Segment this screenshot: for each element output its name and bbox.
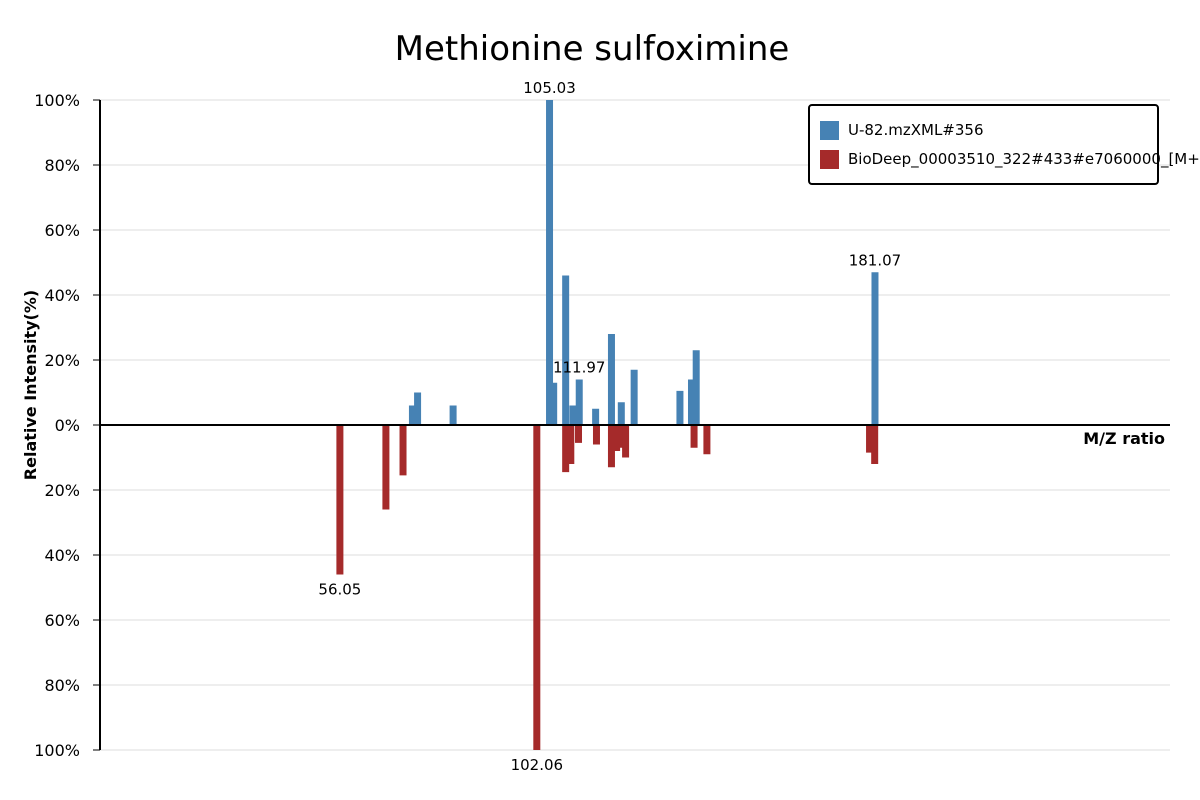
query-peak-bar [408,405,416,425]
y-tick-label: 0% [55,416,80,435]
y-tick-label: 60% [44,221,80,240]
reference-peak-bar [336,425,344,575]
y-tick-label: 20% [44,351,80,370]
peak-label: 56.05 [318,581,361,599]
reference-peak-bar [866,425,874,453]
query-peak-bar [692,350,700,425]
reference-peak-bar [703,425,711,455]
peak-label: 105.03 [523,79,576,97]
query-peak-bar [676,390,684,425]
y-tick-label: 20% [44,481,80,500]
query-peak-bar [562,275,570,425]
reference-peak-bar [533,425,541,750]
reference-peak-bar [613,425,621,451]
query-peak-bar [550,382,558,425]
reference-peak-bar [592,425,600,445]
reference-peak-bar [382,425,390,510]
query-peak-bar [449,405,457,425]
y-tick-labels: 100% 80% 60% 40% 20% 0% 20% 40% 60% 80% 100% [34,91,100,760]
legend-swatch-reference [820,150,839,169]
axes [99,100,1170,750]
query-peak-bar [617,402,625,425]
peak-label: 102.06 [511,756,564,774]
query-peak-bar [414,392,422,425]
legend-label-reference: BioDeep_00003510_322#433#e7060000_[M+H]+ [848,150,1200,169]
reference-peak-bar [690,425,698,448]
query-peak-bar [607,334,615,425]
x-axis-title: M/Z ratio [1083,429,1165,448]
reference-peak-bar [575,425,583,443]
bars [336,100,879,750]
chart-title: Methionine sulfoximine [395,29,790,69]
legend-label-query: U-82.mzXML#356 [848,121,984,139]
reference-peak-bar [622,425,630,458]
peak-label: 181.07 [849,251,902,269]
reference-peak-bar [567,425,575,464]
query-peak-bar [546,100,554,425]
query-peak-bar [687,379,695,425]
y-tick-label: 100% [34,741,80,760]
reference-peak-bar [562,425,570,473]
y-tick-label: 60% [44,611,80,630]
peak-labels: 105.03 111.97 181.07 56.05 102.06 [318,79,901,774]
query-peak-bar [569,405,577,425]
legend-swatch-query [820,121,839,140]
reference-peak-bar [399,425,407,476]
y-tick-label: 80% [44,676,80,695]
y-tick-label: 40% [44,546,80,565]
reference-peak-bar [607,425,615,468]
query-peak-bar [592,408,600,425]
y-tick-label: 40% [44,286,80,305]
reference-peak-bar [871,425,879,464]
y-tick-label: 80% [44,156,80,175]
reference-peak-bar [617,425,625,448]
legend: U-82.mzXML#356 BioDeep_00003510_322#433#… [808,104,1200,185]
y-tick-label: 100% [34,91,80,110]
grid-lines [100,99,1170,751]
query-peak-bar [630,369,638,425]
query-peak-bar [871,272,879,425]
query-peak-bar [575,379,583,425]
peak-label: 111.97 [553,359,606,377]
legend-box [808,104,1159,185]
y-axis-title: Relative Intensity(%) [21,290,40,480]
